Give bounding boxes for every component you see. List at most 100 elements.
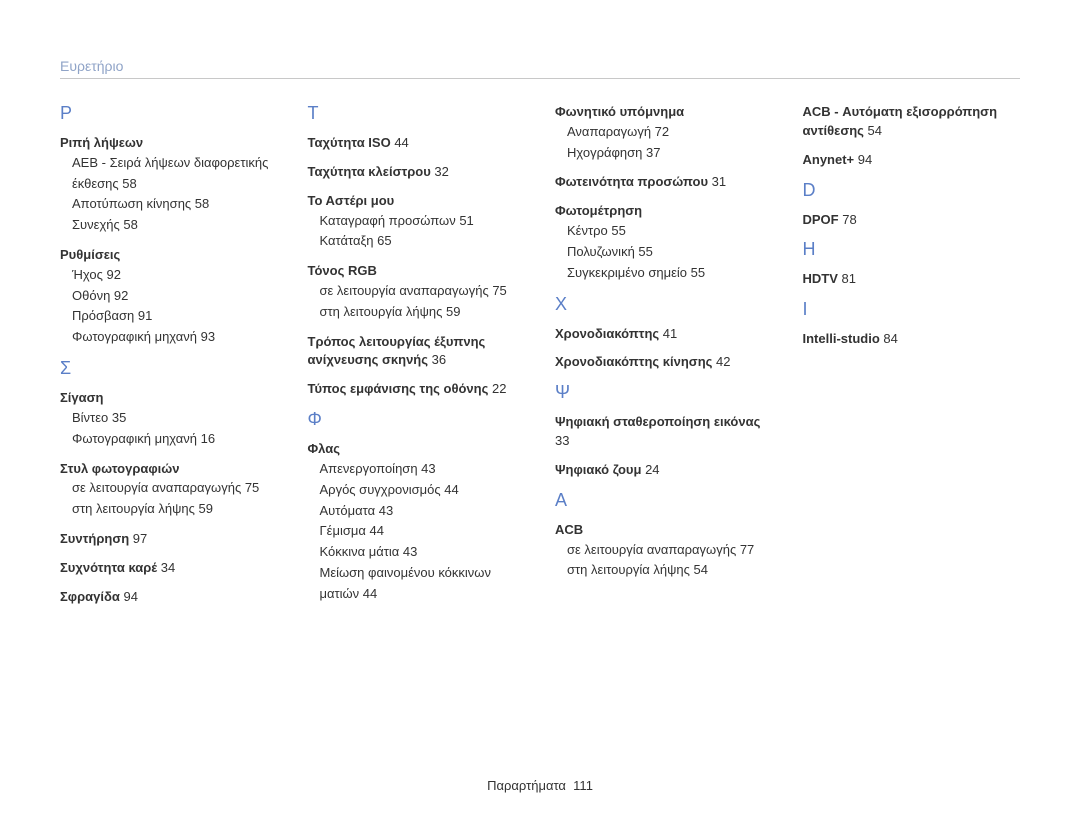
- entry-title[interactable]: Φλας: [308, 440, 526, 459]
- sub-entry[interactable]: Κόκκινα μάτια 43: [308, 542, 526, 563]
- sub-entry[interactable]: Γέμισμα 44: [308, 521, 526, 542]
- entry-title[interactable]: Σίγαση: [60, 389, 278, 408]
- section-letter: Ψ: [555, 382, 773, 403]
- index-entry: Τόνος RGBσε λειτουργία αναπαραγωγής 75στ…: [308, 262, 526, 322]
- sub-entry[interactable]: στη λειτουργία λήψης 54: [555, 560, 773, 581]
- entry-title[interactable]: Ταχύτητα ISO 44: [308, 134, 526, 153]
- entry-title[interactable]: DPOF 78: [803, 211, 1021, 230]
- entry-title[interactable]: Συντήρηση 97: [60, 530, 278, 549]
- entry-title[interactable]: Ταχύτητα κλείστρου 32: [308, 163, 526, 182]
- sub-entry[interactable]: σε λειτουργία αναπαραγωγής 77: [555, 540, 773, 561]
- sub-entry[interactable]: σε λειτουργία αναπαραγωγής 75: [308, 281, 526, 302]
- entry-title[interactable]: Στυλ φωτογραφιών: [60, 460, 278, 479]
- index-columns: Ρ Ριπή λήψεωνAEB - Σειρά λήψεων διαφορετι…: [60, 103, 1020, 616]
- entry-title[interactable]: ACB: [555, 521, 773, 540]
- entry-title[interactable]: Χρονοδιακόπτης 41: [555, 325, 773, 344]
- entry-title[interactable]: Intelli-studio 84: [803, 330, 1021, 349]
- entry-title[interactable]: Το Αστέρι μου: [308, 192, 526, 211]
- page-header: Ευρετήριο: [60, 58, 1020, 79]
- column-3: Φωνητικό υπόμνημαΑναπαραγωγή 72Ηχογράφησ…: [555, 103, 773, 616]
- footer-page: 111: [573, 778, 593, 793]
- index-entry: Χρονοδιακόπτης 41: [555, 325, 773, 344]
- entry-title[interactable]: Ριπή λήψεων: [60, 134, 278, 153]
- sub-entry[interactable]: Κέντρο 55: [555, 221, 773, 242]
- sub-entry[interactable]: Ηχογράφηση 37: [555, 143, 773, 164]
- section-letter: Χ: [555, 294, 773, 315]
- index-entry: Ψηφιακό ζουμ 24: [555, 461, 773, 480]
- footer-label: Παραρτήματα: [487, 778, 566, 793]
- entry-title[interactable]: Anynet+ 94: [803, 151, 1021, 170]
- sub-entry[interactable]: Αυτόματα 43: [308, 501, 526, 522]
- column-2: Τ Ταχύτητα ISO 44 Ταχύτητα κλείστρου 32 Το …: [308, 103, 526, 616]
- sub-entry[interactable]: Βίντεο 35: [60, 408, 278, 429]
- section-letter: Σ: [60, 358, 278, 379]
- entry-title[interactable]: Ψηφιακό ζουμ 24: [555, 461, 773, 480]
- sub-entry[interactable]: Απενεργοποίηση 43: [308, 459, 526, 480]
- index-entry: Χρονοδιακόπτης κίνησης 42: [555, 353, 773, 372]
- section-letter: I: [803, 299, 1021, 320]
- sub-entry[interactable]: Συνεχής 58: [60, 215, 278, 236]
- index-entry: ΦωτομέτρησηΚέντρο 55Πολυζωνική 55Συγκεκρ…: [555, 202, 773, 283]
- sub-entry[interactable]: AEB - Σειρά λήψεων διαφορετικής έκθεσης …: [60, 153, 278, 195]
- sub-entry[interactable]: Αναπαραγωγή 72: [555, 122, 773, 143]
- entry-title[interactable]: Φωνητικό υπόμνημα: [555, 103, 773, 122]
- index-entry: Φωνητικό υπόμνημαΑναπαραγωγή 72Ηχογράφησ…: [555, 103, 773, 163]
- sub-entry[interactable]: Μείωση φαινομένου κόκκινων ματιών 44: [308, 563, 526, 605]
- entry-title[interactable]: Φωτομέτρηση: [555, 202, 773, 221]
- sub-entry[interactable]: Φωτογραφική μηχανή 93: [60, 327, 278, 348]
- column-1: Ρ Ριπή λήψεωνAEB - Σειρά λήψεων διαφορετι…: [60, 103, 278, 616]
- sub-entry[interactable]: Καταγραφή προσώπων 51: [308, 211, 526, 232]
- sub-entry[interactable]: Οθόνη 92: [60, 286, 278, 307]
- sub-entry[interactable]: Κατάταξη 65: [308, 231, 526, 252]
- index-entry: Anynet+ 94: [803, 151, 1021, 170]
- index-entry: HDTV 81: [803, 270, 1021, 289]
- section-letter: Φ: [308, 409, 526, 430]
- index-entry: Στυλ φωτογραφιώνσε λειτουργία αναπαραγωγ…: [60, 460, 278, 520]
- sub-entry[interactable]: Ήχος 92: [60, 265, 278, 286]
- index-entry: Ταχύτητα ISO 44: [308, 134, 526, 153]
- sub-entry[interactable]: Συγκεκριμένο σημείο 55: [555, 263, 773, 284]
- section-letter: A: [555, 490, 773, 511]
- index-entry: Σφραγίδα 94: [60, 588, 278, 607]
- index-entry: Συχνότητα καρέ 34: [60, 559, 278, 578]
- index-entry: Intelli-studio 84: [803, 330, 1021, 349]
- entry-title[interactable]: Ρυθμίσεις: [60, 246, 278, 265]
- index-entry: Το Αστέρι μουΚαταγραφή προσώπων 51Κατάτα…: [308, 192, 526, 252]
- entry-title[interactable]: Τόνος RGB: [308, 262, 526, 281]
- index-entry: Ταχύτητα κλείστρου 32: [308, 163, 526, 182]
- entry-title[interactable]: Σφραγίδα 94: [60, 588, 278, 607]
- index-entry: Τύπος εμφάνισης της οθόνης 22: [308, 380, 526, 399]
- entry-title[interactable]: Φωτεινότητα προσώπου 31: [555, 173, 773, 192]
- sub-entry[interactable]: Αποτύπωση κίνησης 58: [60, 194, 278, 215]
- index-entry: Φωτεινότητα προσώπου 31: [555, 173, 773, 192]
- sub-entry[interactable]: στη λειτουργία λήψης 59: [308, 302, 526, 323]
- index-entry: Ψηφιακή σταθεροποίηση εικόνας 33: [555, 413, 773, 451]
- page-footer: Παραρτήματα 111: [0, 778, 1080, 793]
- index-entry: Συντήρηση 97: [60, 530, 278, 549]
- index-entry: DPOF 78: [803, 211, 1021, 230]
- index-entry: ACB - Αυτόματη εξισορρόπηση αντίθεσης 54: [803, 103, 1021, 141]
- entry-title[interactable]: Τύπος εμφάνισης της οθόνης 22: [308, 380, 526, 399]
- index-entry: ΡυθμίσειςΉχος 92Οθόνη 92Πρόσβαση 91Φωτογ…: [60, 246, 278, 348]
- section-letter: Τ: [308, 103, 526, 124]
- entry-title[interactable]: Χρονοδιακόπτης κίνησης 42: [555, 353, 773, 372]
- entry-title[interactable]: Συχνότητα καρέ 34: [60, 559, 278, 578]
- index-entry: Τρόπος λειτουργίας έξυπνης ανίχνευσης σκ…: [308, 333, 526, 371]
- sub-entry[interactable]: Πρόσβαση 91: [60, 306, 278, 327]
- sub-entry[interactable]: στη λειτουργία λήψης 59: [60, 499, 278, 520]
- section-letter: Ρ: [60, 103, 278, 124]
- entry-title[interactable]: HDTV 81: [803, 270, 1021, 289]
- sub-entry[interactable]: σε λειτουργία αναπαραγωγής 75: [60, 478, 278, 499]
- index-entry: ACBσε λειτουργία αναπαραγωγής 77στη λειτ…: [555, 521, 773, 581]
- sub-entry[interactable]: Αργός συγχρονισμός 44: [308, 480, 526, 501]
- entry-title[interactable]: Ψηφιακή σταθεροποίηση εικόνας 33: [555, 413, 773, 451]
- entry-title[interactable]: ACB - Αυτόματη εξισορρόπηση αντίθεσης 54: [803, 103, 1021, 141]
- section-letter: H: [803, 239, 1021, 260]
- column-4: ACB - Αυτόματη εξισορρόπηση αντίθεσης 54…: [803, 103, 1021, 616]
- index-entry: Ριπή λήψεωνAEB - Σειρά λήψεων διαφορετικ…: [60, 134, 278, 236]
- sub-entry[interactable]: Φωτογραφική μηχανή 16: [60, 429, 278, 450]
- sub-entry[interactable]: Πολυζωνική 55: [555, 242, 773, 263]
- index-entry: ΦλαςΑπενεργοποίηση 43Αργός συγχρονισμός …: [308, 440, 526, 604]
- entry-title[interactable]: Τρόπος λειτουργίας έξυπνης ανίχνευσης σκ…: [308, 333, 526, 371]
- index-entry: ΣίγασηΒίντεο 35Φωτογραφική μηχανή 16: [60, 389, 278, 449]
